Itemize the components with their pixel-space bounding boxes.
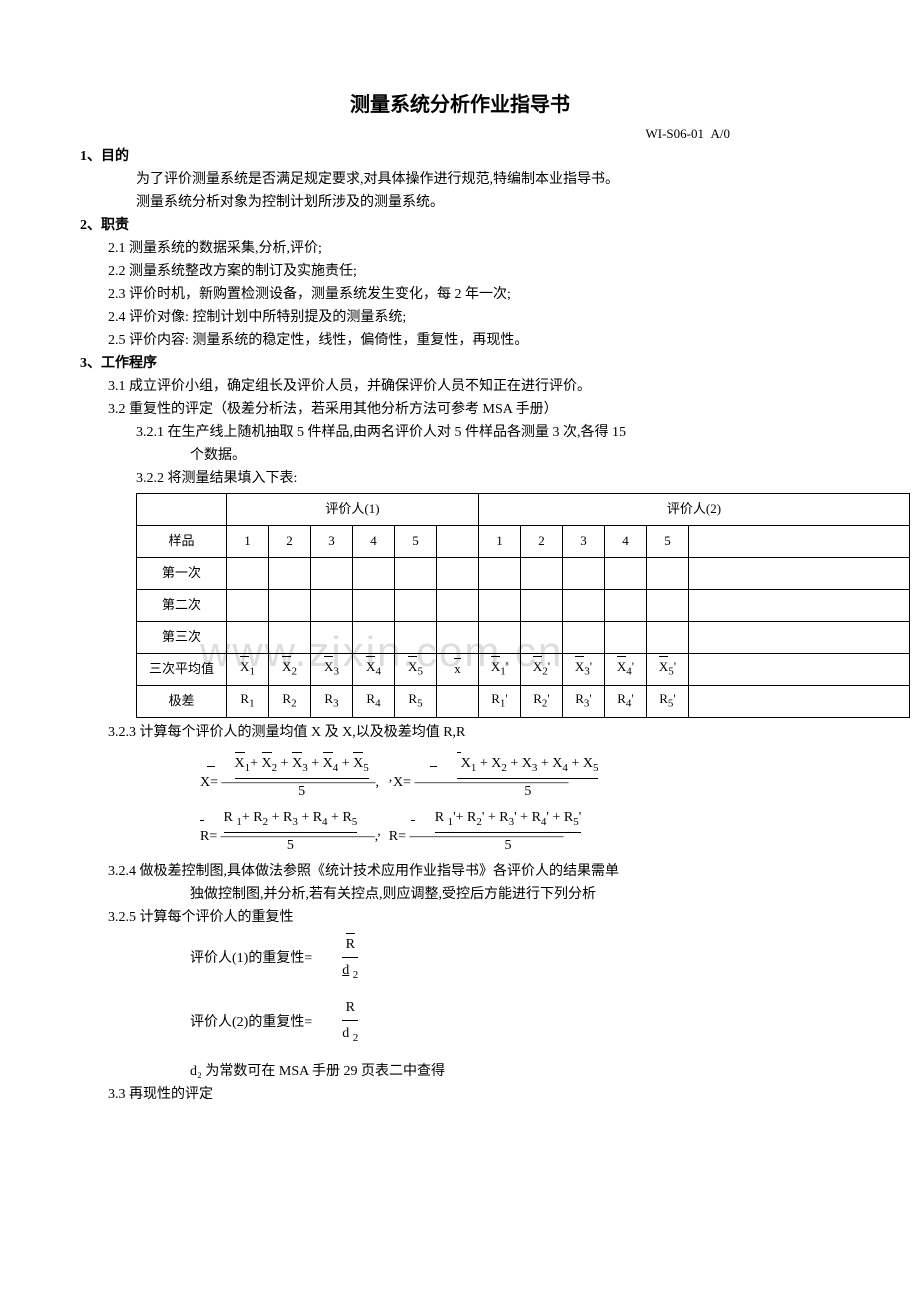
section2-line2: 2.2 测量系统整改方案的制订及实施责任; bbox=[80, 261, 840, 282]
th-evaluator2: 评价人(2) bbox=[479, 493, 910, 525]
cell: 4 bbox=[353, 525, 395, 557]
table-row: 第二次 bbox=[137, 589, 910, 621]
cell: 3 bbox=[311, 525, 353, 557]
formula-repeat2: 评价人(2)的重复性= R d 2 bbox=[80, 997, 840, 1046]
cell: X2 bbox=[269, 653, 311, 685]
cell: 第一次 bbox=[137, 557, 227, 589]
repeat2-label: 评价人(2)的重复性= bbox=[190, 1012, 312, 1033]
cell: 第三次 bbox=[137, 621, 227, 653]
table-header-row: 评价人(1) 评价人(2) bbox=[137, 493, 910, 525]
table-row: 第三次 bbox=[137, 621, 910, 653]
cell: R5 bbox=[395, 685, 437, 717]
cell: 三次平均值 bbox=[137, 653, 227, 685]
section1-line2: 测量系统分析对象为控制计划所涉及的测量系统。 bbox=[80, 192, 840, 213]
cell: X4 bbox=[353, 653, 395, 685]
cell: X4' bbox=[605, 653, 647, 685]
cell: 1 bbox=[479, 525, 521, 557]
th-evaluator1: 评价人(1) bbox=[227, 493, 479, 525]
cell: X1 bbox=[227, 653, 269, 685]
cell: R3' bbox=[563, 685, 605, 717]
section3-line31: 3.1 成立评价小组，确定组长及评价人员，并确保评价人员不知正在进行评价。 bbox=[80, 376, 840, 397]
section2-header: 2、职责 bbox=[80, 215, 840, 236]
cell: 3 bbox=[563, 525, 605, 557]
section3-header: 3、工作程序 bbox=[80, 353, 840, 374]
section3-line33: 3.3 再现性的评定 bbox=[80, 1084, 840, 1105]
cell: X2' bbox=[521, 653, 563, 685]
doc-number: WI-S06-01 A/0 bbox=[80, 124, 840, 144]
cell: X3 bbox=[311, 653, 353, 685]
section2-line4: 2.4 评价对像: 控制计划中所特别提及的测量系统; bbox=[80, 307, 840, 328]
section3-line324: 3.2.4 做极差控制图,具体做法参照《统计技术应用作业指导书》各评价人的结果需… bbox=[80, 861, 840, 882]
section3-line321: 3.2.1 在生产线上随机抽取 5 件样品,由两名评价人对 5 件样品各测量 3… bbox=[80, 422, 840, 443]
section3-line321b: 个数据。 bbox=[80, 445, 840, 466]
cell: R3 bbox=[311, 685, 353, 717]
cell: R1' bbox=[479, 685, 521, 717]
section3-line325c: d₂ 为常数可在 MSA 手册 29 页表二中查得 bbox=[80, 1061, 840, 1082]
section2-line3: 2.3 评价时机，新购置检测设备，测量系统发生变化，每 2 年一次; bbox=[80, 284, 840, 305]
cell: 第二次 bbox=[137, 589, 227, 621]
cell-sample: 样品 bbox=[137, 525, 227, 557]
cell bbox=[437, 525, 479, 557]
table-row: 三次平均值 X1 X2 X3 X4 X5 x X1' X2' X3' X4' X… bbox=[137, 653, 910, 685]
cell: 5 bbox=[647, 525, 689, 557]
cell: X1' bbox=[479, 653, 521, 685]
table-row: 极差 R1 R2 R3 R4 R5 R1' R2' R3' R4' R5' bbox=[137, 685, 910, 717]
cell: R2 bbox=[269, 685, 311, 717]
cell: 4 bbox=[605, 525, 647, 557]
cell: 极差 bbox=[137, 685, 227, 717]
cell: 5 bbox=[395, 525, 437, 557]
section3-line323: 3.2.3 计算每个评价人的测量均值 X 及 X,以及极差均值 R,R bbox=[80, 722, 840, 743]
section2-line1: 2.1 测量系统的数据采集,分析,评价; bbox=[80, 238, 840, 259]
cell: x bbox=[437, 653, 479, 685]
table-row: 第一次 bbox=[137, 557, 910, 589]
cell bbox=[689, 525, 910, 557]
repeat1-label: 评价人(1)的重复性= bbox=[190, 948, 312, 969]
cell: 1 bbox=[227, 525, 269, 557]
cell: X5 bbox=[395, 653, 437, 685]
cell: R2' bbox=[521, 685, 563, 717]
cell: X3' bbox=[563, 653, 605, 685]
section1-line1: 为了评价测量系统是否满足规定要求,对具体操作进行规范,特编制本业指导书。 bbox=[80, 169, 840, 190]
section3-line324b: 独做控制图,并分析,若有关控点,则应调整,受控后方能进行下列分析 bbox=[80, 884, 840, 905]
cell: R1 bbox=[227, 685, 269, 717]
cell: R5' bbox=[647, 685, 689, 717]
cell: 2 bbox=[269, 525, 311, 557]
formula-rbar: R 1+ R2 + R3 + R4 + R5 5 , R 1'+ R2' + R… bbox=[200, 807, 840, 847]
cell: R4 bbox=[353, 685, 395, 717]
cell: R4' bbox=[605, 685, 647, 717]
section3-line325: 3.2.5 计算每个评价人的重复性 bbox=[80, 907, 840, 928]
doc-title: 测量系统分析作业指导书 bbox=[80, 90, 840, 120]
section1-header: 1、目的 bbox=[80, 146, 840, 167]
section2-line5: 2.5 评价内容: 测量系统的稳定性，线性，偏倚性，重复性，再现性。 bbox=[80, 330, 840, 351]
cell: X5' bbox=[647, 653, 689, 685]
formula-repeat1: 评价人(1)的重复性= R d 2 bbox=[80, 934, 840, 983]
section3-line322: 3.2.2 将测量结果填入下表: bbox=[80, 468, 840, 489]
measurement-table: 评价人(1) 评价人(2) 样品 1 2 3 4 5 1 2 3 4 5 第一次… bbox=[136, 493, 910, 718]
cell: 2 bbox=[521, 525, 563, 557]
section3-line32: 3.2 重复性的评定（极差分析法，若采用其他分析方法可参考 MSA 手册） bbox=[80, 399, 840, 420]
formula-xbar: X1+ X2 + X3 + X4 + X5 5 , X1 + X2 + X3 +… bbox=[200, 753, 840, 793]
table-row: 样品 1 2 3 4 5 1 2 3 4 5 bbox=[137, 525, 910, 557]
